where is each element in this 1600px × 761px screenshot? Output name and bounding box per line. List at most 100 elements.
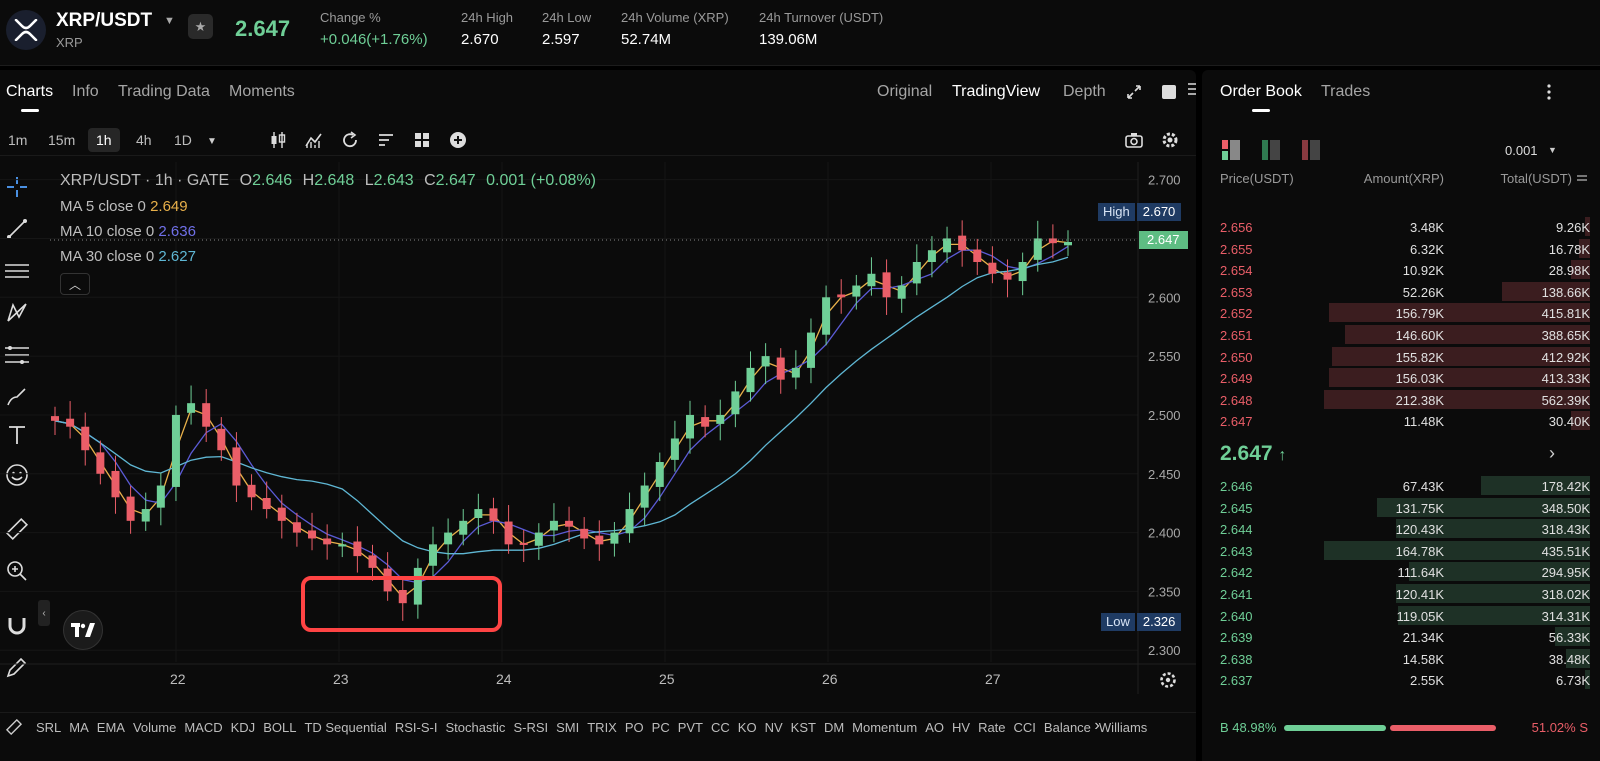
precision-select[interactable]: 0.001	[1505, 143, 1538, 158]
ask-row[interactable]: 2.656 3.48K 9.26K	[1202, 216, 1600, 237]
indicator-item[interactable]: Williams	[1098, 720, 1148, 735]
indicator-item[interactable]: S-RSI	[513, 720, 549, 735]
layout-grid-icon[interactable]	[412, 130, 432, 150]
bid-row[interactable]: 2.645 131.75K 348.50K	[1202, 497, 1600, 518]
ask-row[interactable]: 2.649 156.03K 413.33K	[1202, 367, 1600, 388]
chevron-down-icon[interactable]: ▼	[207, 135, 217, 147]
ruler-icon[interactable]	[2, 514, 32, 544]
tab-info[interactable]: Info	[72, 83, 99, 100]
more-vertical-icon[interactable]	[1542, 84, 1556, 100]
timeframe-1m[interactable]: 1m	[8, 132, 28, 148]
indicator-item[interactable]: Balance	[1043, 720, 1091, 735]
indicator-item[interactable]: Stochastic	[445, 720, 506, 735]
indicator-item[interactable]: PC	[651, 720, 670, 735]
brush-icon[interactable]	[2, 382, 32, 412]
emoji-icon[interactable]	[2, 460, 32, 490]
indicator-item[interactable]: SMI	[556, 720, 580, 735]
bids-only-view-icon[interactable]	[1262, 140, 1282, 160]
timeframe-4h[interactable]: 4h	[136, 132, 152, 148]
gear-icon[interactable]	[1160, 130, 1180, 150]
view-tradingview[interactable]: TradingView	[952, 83, 1041, 100]
indicator-item[interactable]: Momentum	[852, 720, 918, 735]
indicator-item[interactable]: Volume	[132, 720, 177, 735]
horizontal-lines-icon[interactable]	[2, 256, 32, 286]
tab-charts[interactable]: Charts	[6, 83, 54, 112]
window-icon[interactable]	[1160, 83, 1178, 101]
indicator-item[interactable]: MACD	[184, 720, 223, 735]
ask-row[interactable]: 2.651 146.60K 388.65K	[1202, 324, 1600, 345]
sort-icon[interactable]	[1576, 172, 1588, 184]
add-circle-icon[interactable]	[448, 130, 468, 150]
indicator-item[interactable]: HV	[952, 720, 971, 735]
indicator-item[interactable]: NV	[764, 720, 783, 735]
ruler-icon[interactable]	[6, 719, 22, 735]
timeframe-1d[interactable]: 1D	[174, 132, 192, 148]
view-depth[interactable]: Depth	[1063, 83, 1106, 100]
both-sides-view-icon[interactable]	[1222, 140, 1242, 160]
tab-moments[interactable]: Moments	[229, 83, 295, 100]
view-original[interactable]: Original	[877, 83, 933, 100]
candlestick-chart[interactable]: 2.7002.6502.6002.5502.5002.4502.4002.350…	[0, 162, 1196, 694]
pattern-icon[interactable]	[2, 298, 32, 328]
tab-trading-data[interactable]: Trading Data	[118, 83, 210, 100]
bid-row[interactable]: 2.643 164.78K 435.51K	[1202, 540, 1600, 561]
chevron-down-icon[interactable]: ▼	[164, 15, 175, 27]
indicators-icon[interactable]	[304, 130, 324, 150]
bid-row[interactable]: 2.644 120.43K 318.43K	[1202, 518, 1600, 539]
indicator-item[interactable]: SRL	[36, 720, 62, 735]
pencil-lock-icon[interactable]	[2, 652, 32, 682]
ask-row[interactable]: 2.650 155.82K 412.92K	[1202, 346, 1600, 367]
chevron-down-icon[interactable]: ▼	[1548, 145, 1557, 155]
bid-row[interactable]: 2.640 119.05K 314.31K	[1202, 605, 1600, 626]
ask-row[interactable]: 2.652 156.79K 415.81K	[1202, 302, 1600, 323]
ask-row[interactable]: 2.653 52.26K 138.66K	[1202, 281, 1600, 302]
crosshair-icon[interactable]	[2, 172, 32, 202]
indicator-item[interactable]: KDJ	[230, 720, 256, 735]
gear-icon[interactable]	[1158, 670, 1178, 690]
ask-row[interactable]: 2.648 212.38K 562.39K	[1202, 389, 1600, 410]
indicator-item[interactable]: Rate	[978, 720, 1006, 735]
timeframe-15m[interactable]: 15m	[48, 132, 76, 148]
refresh-icon[interactable]	[340, 130, 360, 150]
ask-row[interactable]: 2.655 6.32K 16.78K	[1202, 238, 1600, 259]
candlestick-icon[interactable]	[268, 130, 288, 150]
indicator-item[interactable]: PVT	[677, 720, 704, 735]
indicator-item[interactable]: EMA	[96, 720, 125, 735]
pair-name[interactable]: XRP/USDT	[56, 10, 153, 31]
bid-row[interactable]: 2.637 2.55K 6.73K	[1202, 669, 1600, 690]
asks-only-view-icon[interactable]	[1302, 140, 1322, 160]
settings-list-icon[interactable]	[376, 130, 396, 150]
zoom-in-icon[interactable]	[2, 556, 32, 586]
bid-row[interactable]: 2.639 21.34K 56.33K	[1202, 626, 1600, 647]
bid-row[interactable]: 2.646 67.43K 178.42K	[1202, 475, 1600, 496]
menu-lines-icon[interactable]	[1188, 80, 1196, 98]
magnet-icon[interactable]	[2, 610, 32, 640]
chevron-right-icon[interactable]: ›	[1549, 442, 1555, 463]
tab-order-book[interactable]: Order Book	[1220, 83, 1302, 112]
indicator-item[interactable]: BOLL	[263, 720, 297, 735]
expand-icon[interactable]	[1124, 82, 1144, 102]
indicator-item[interactable]: MA	[69, 720, 89, 735]
indicator-item[interactable]: CCI	[1013, 720, 1036, 735]
indicator-item[interactable]: TD Sequential	[304, 720, 387, 735]
indicator-item[interactable]: AO	[925, 720, 944, 735]
indicator-item[interactable]: CC	[711, 720, 730, 735]
bid-row[interactable]: 2.641 120.41K 318.02K	[1202, 583, 1600, 604]
ask-row[interactable]: 2.654 10.92K 28.98K	[1202, 259, 1600, 280]
indicator-item[interactable]: TRIX	[587, 720, 617, 735]
indicator-item[interactable]: RSI-S-I	[394, 720, 438, 735]
bid-row[interactable]: 2.638 14.58K 38.48K	[1202, 648, 1600, 669]
indicator-item[interactable]: KST	[790, 720, 816, 735]
favorite-star-icon[interactable]: ★	[188, 14, 213, 39]
indicator-item[interactable]: PO	[624, 720, 644, 735]
trend-line-icon[interactable]	[2, 214, 32, 244]
indicator-item[interactable]: KO	[737, 720, 757, 735]
bid-row[interactable]: 2.642 111.64K 294.95K	[1202, 561, 1600, 582]
text-tool-icon[interactable]	[2, 420, 32, 450]
tradingview-logo[interactable]	[63, 610, 103, 650]
fib-icon[interactable]	[2, 340, 32, 370]
tab-trades[interactable]: Trades	[1321, 83, 1371, 100]
timeframe-1h[interactable]: 1h	[88, 128, 120, 152]
chevron-right-icon[interactable]: ›	[1094, 717, 1100, 734]
chevron-up-icon[interactable]: ︿	[60, 273, 90, 295]
